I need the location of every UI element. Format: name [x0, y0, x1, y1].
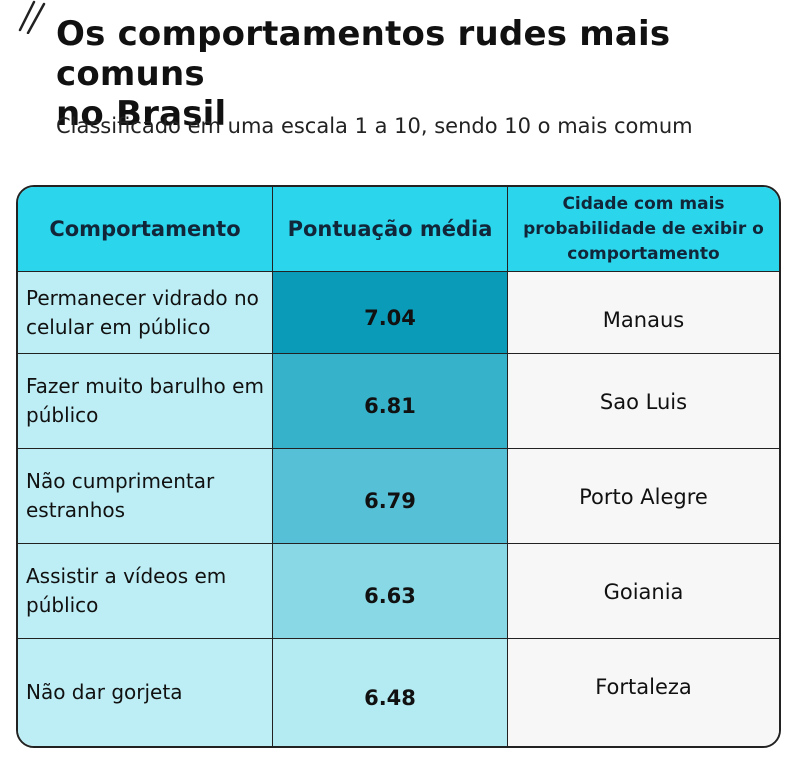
header-behavior: Comportamento: [18, 187, 273, 272]
city-cell: Sao Luis: [508, 354, 779, 449]
city-cell: Manaus: [508, 272, 779, 354]
city-cell: Fortaleza: [508, 639, 779, 746]
page-title: Os comportamentos rudes mais comuns no B…: [56, 14, 671, 134]
score-cell: 6.48: [273, 639, 508, 746]
score-cell: 6.79: [273, 449, 508, 544]
behavior-cell: Assistir a vídeos em público: [18, 544, 273, 639]
header-city: Cidade com mais probabilidade de exibir …: [508, 187, 779, 272]
behavior-cell: Fazer muito barulho em público: [18, 354, 273, 449]
decorative-slash-icon: [18, 0, 46, 34]
behavior-cell: Permanecer vidrado no celular em público: [18, 272, 273, 354]
score-cell: 6.81: [273, 354, 508, 449]
behavior-cell: Não cumprimentar estranhos: [18, 449, 273, 544]
score-cell: 7.04: [273, 272, 508, 354]
score-cell: 6.63: [273, 544, 508, 639]
city-cell: Porto Alegre: [508, 449, 779, 544]
header-score: Pontuação média: [273, 187, 508, 272]
city-cell: Goiania: [508, 544, 779, 639]
page-subtitle: Classificado em uma escala 1 a 10, sendo…: [56, 114, 693, 138]
behavior-cell: Não dar gorjeta: [18, 639, 273, 746]
ranking-table: Comportamento Pontuação média Cidade com…: [16, 185, 781, 748]
